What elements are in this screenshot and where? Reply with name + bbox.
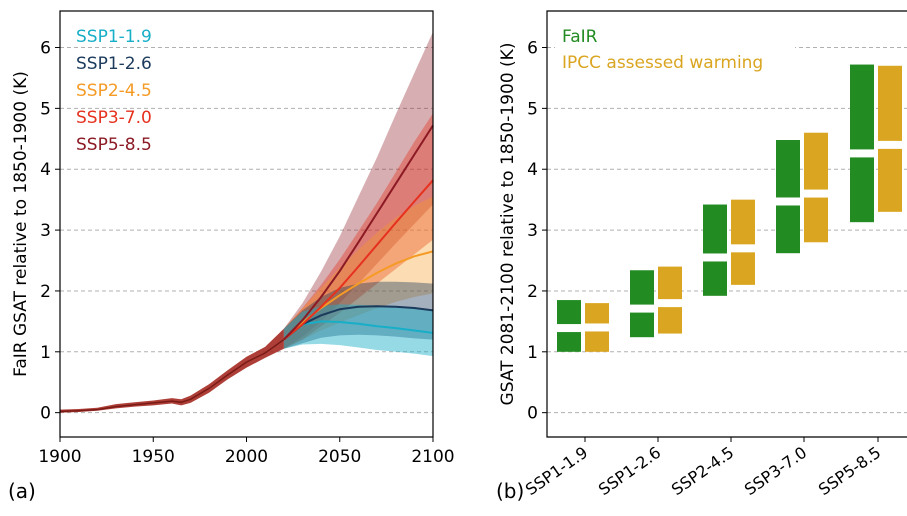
y-ticks-a: 0 1 2 3 4 5 6	[40, 39, 60, 424]
panel-b: SSP1-1.9 SSP1-2.6 SSP2-4.5 SSP3-7.0 SSP5-8.5…	[496, 10, 907, 503]
bar-lower	[776, 205, 800, 254]
bar-lower	[585, 331, 609, 352]
bar-upper	[703, 204, 727, 254]
bar-upper	[731, 199, 755, 245]
x-tick-label-a: 2050	[318, 447, 361, 467]
line-ssp5-8.5	[283, 124, 434, 341]
y-ticks-b: 0 1 2 3 4 5 6	[527, 39, 547, 424]
bar-upper	[658, 266, 682, 300]
legend-entry-a: SSP1-1.9	[76, 27, 152, 47]
legend-entry-a: SSP2-4.5	[76, 81, 152, 101]
bar-upper	[850, 64, 874, 150]
bar-upper	[630, 270, 654, 305]
bar-lower	[557, 332, 581, 352]
bar-lower	[630, 312, 654, 338]
y-tick-label-a: 0	[40, 404, 51, 424]
x-tick-label-b: SSP2-4.5	[668, 443, 737, 499]
x-tick-label-a: 1900	[38, 447, 81, 467]
band-historical	[60, 328, 284, 413]
panel-label-a: (a)	[8, 479, 36, 503]
x-tick-label-a: 2100	[411, 447, 454, 467]
bars-b	[557, 64, 902, 352]
line-historical	[59, 338, 285, 413]
bar-upper	[557, 300, 581, 325]
bar-lower	[658, 307, 682, 334]
legend-b: FaIR IPCC assessed warming	[555, 24, 795, 76]
panel-label-b: (b)	[496, 479, 524, 503]
legend-a: SSP1-1.9 SSP1-2.6 SSP2-4.5 SSP3-7.0 SSP5-8.5	[76, 27, 152, 155]
y-tick-label-b: 4	[527, 160, 538, 180]
y-axis-label-b: GSAT 2081-2100 relative to 1850-1900 (K)	[498, 43, 518, 406]
band-ssp3-7.0	[283, 113, 433, 349]
y-tick-label-b: 1	[527, 343, 538, 363]
line-ssp3-7.0	[283, 179, 434, 341]
y-tick-label-b: 5	[527, 99, 538, 119]
band-ssp1-1.9	[283, 304, 433, 357]
plot-frame-b	[546, 10, 907, 438]
grid-a	[60, 47, 433, 414]
y-tick-label-a: 2	[40, 282, 51, 302]
y-tick-label-b: 3	[527, 221, 538, 241]
y-tick-label-b: 2	[527, 282, 538, 302]
bar-lower	[731, 252, 755, 285]
legend-entry-b: IPCC assessed warming	[562, 53, 763, 73]
bar-lower	[850, 157, 874, 223]
y-tick-label-b: 0	[527, 404, 538, 424]
uncertainty-bands-a	[60, 31, 433, 413]
y-tick-label-a: 4	[40, 160, 51, 180]
x-tick-label-b: SSP1-1.9	[522, 443, 591, 499]
bar-upper	[776, 140, 800, 198]
bar-upper	[878, 65, 902, 141]
y-tick-label-a: 6	[40, 39, 51, 59]
line-ssp1-1.9	[283, 320, 434, 341]
y-tick-label-a: 3	[40, 221, 51, 241]
legend-entry-a: SSP5-8.5	[76, 135, 152, 155]
legend-entry-a: SSP3-7.0	[76, 108, 152, 128]
y-tick-label-b: 6	[527, 39, 538, 59]
legend-background-b	[555, 24, 795, 76]
x-tick-label-b: SSP1-2.6	[595, 443, 664, 499]
x-ticks-b: SSP1-1.9 SSP1-2.6 SSP2-4.5 SSP3-7.0 SSP5-8.5	[522, 437, 884, 499]
legend-entry-a: SSP1-2.6	[76, 54, 152, 74]
bar-lower	[804, 197, 828, 243]
x-tick-label-a: 1950	[132, 447, 175, 467]
series-lines-a	[59, 124, 434, 413]
y-axis-label-a: FaIR GSAT relative to 1850-1900 (K)	[11, 71, 31, 377]
legend-entry-b: FaIR	[562, 27, 598, 47]
x-tick-label-b: SSP3-7.0	[741, 443, 810, 499]
x-tick-label-a: 2000	[225, 447, 268, 467]
y-tick-label-a: 5	[40, 99, 51, 119]
x-tick-label-b: SSP5-8.5	[815, 443, 884, 499]
y-tick-label-a: 1	[40, 343, 51, 363]
x-ticks-a: 1900 1950 2000 2050 2100	[38, 437, 455, 467]
bar-lower	[703, 261, 727, 296]
bar-lower	[878, 148, 902, 212]
bar-upper	[804, 132, 828, 190]
band-ssp5-8.5	[283, 31, 433, 349]
band-ssp2-4.5	[283, 196, 433, 349]
bar-upper	[585, 303, 609, 324]
line-ssp1-2.6	[283, 305, 434, 341]
